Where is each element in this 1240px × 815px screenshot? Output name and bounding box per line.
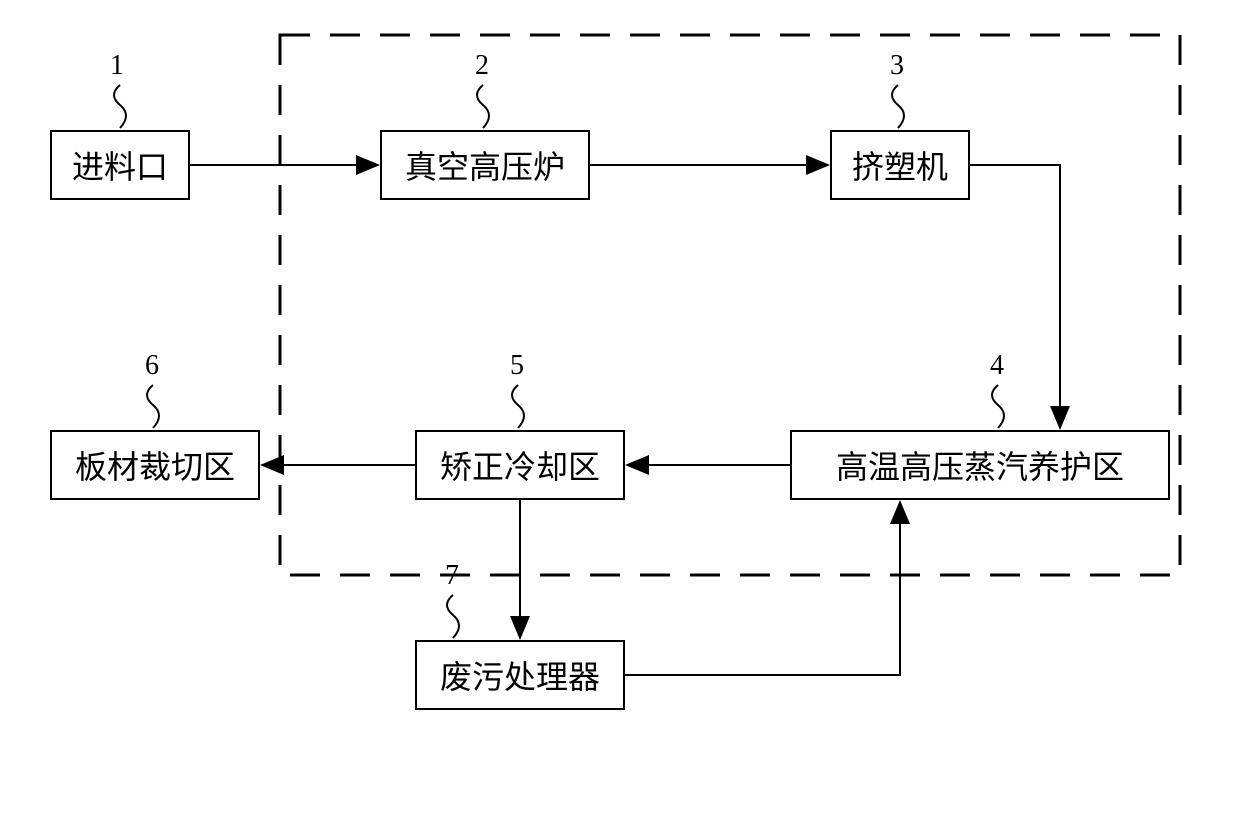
squiggle-1 xyxy=(100,80,140,130)
node-label: 真空高压炉 xyxy=(405,142,565,188)
squiggle-2 xyxy=(463,80,503,130)
node-number-6: 6 xyxy=(145,350,159,382)
squiggle-5 xyxy=(498,380,538,430)
squiggle-7 xyxy=(433,590,473,640)
node-waste-processor: 废污处理器 xyxy=(415,640,625,710)
node-label: 废污处理器 xyxy=(440,652,600,698)
flowchart-container: 进料口 1 真空高压炉 2 挤塑机 3 高温高压蒸汽养护区 4 矫正冷却区 5 xyxy=(0,0,1240,815)
node-cooling: 矫正冷却区 xyxy=(415,430,625,500)
node-label: 挤塑机 xyxy=(852,142,948,188)
node-label: 矫正冷却区 xyxy=(440,442,600,488)
node-number-1: 1 xyxy=(110,50,124,82)
squiggle-6 xyxy=(133,380,173,430)
node-label: 进料口 xyxy=(72,142,168,188)
node-label: 高温高压蒸汽养护区 xyxy=(836,442,1124,488)
node-feed-inlet: 进料口 xyxy=(50,130,190,200)
node-vacuum-furnace: 真空高压炉 xyxy=(380,130,590,200)
squiggle-4 xyxy=(978,380,1018,430)
node-number-3: 3 xyxy=(890,50,904,82)
node-label: 板材裁切区 xyxy=(75,442,235,488)
node-number-2: 2 xyxy=(475,50,489,82)
node-number-7: 7 xyxy=(445,560,459,592)
node-extruder: 挤塑机 xyxy=(830,130,970,200)
node-cutting: 板材裁切区 xyxy=(50,430,260,500)
node-steam-curing: 高温高压蒸汽养护区 xyxy=(790,430,1170,500)
node-number-5: 5 xyxy=(510,350,524,382)
node-number-4: 4 xyxy=(990,350,1004,382)
squiggle-3 xyxy=(878,80,918,130)
